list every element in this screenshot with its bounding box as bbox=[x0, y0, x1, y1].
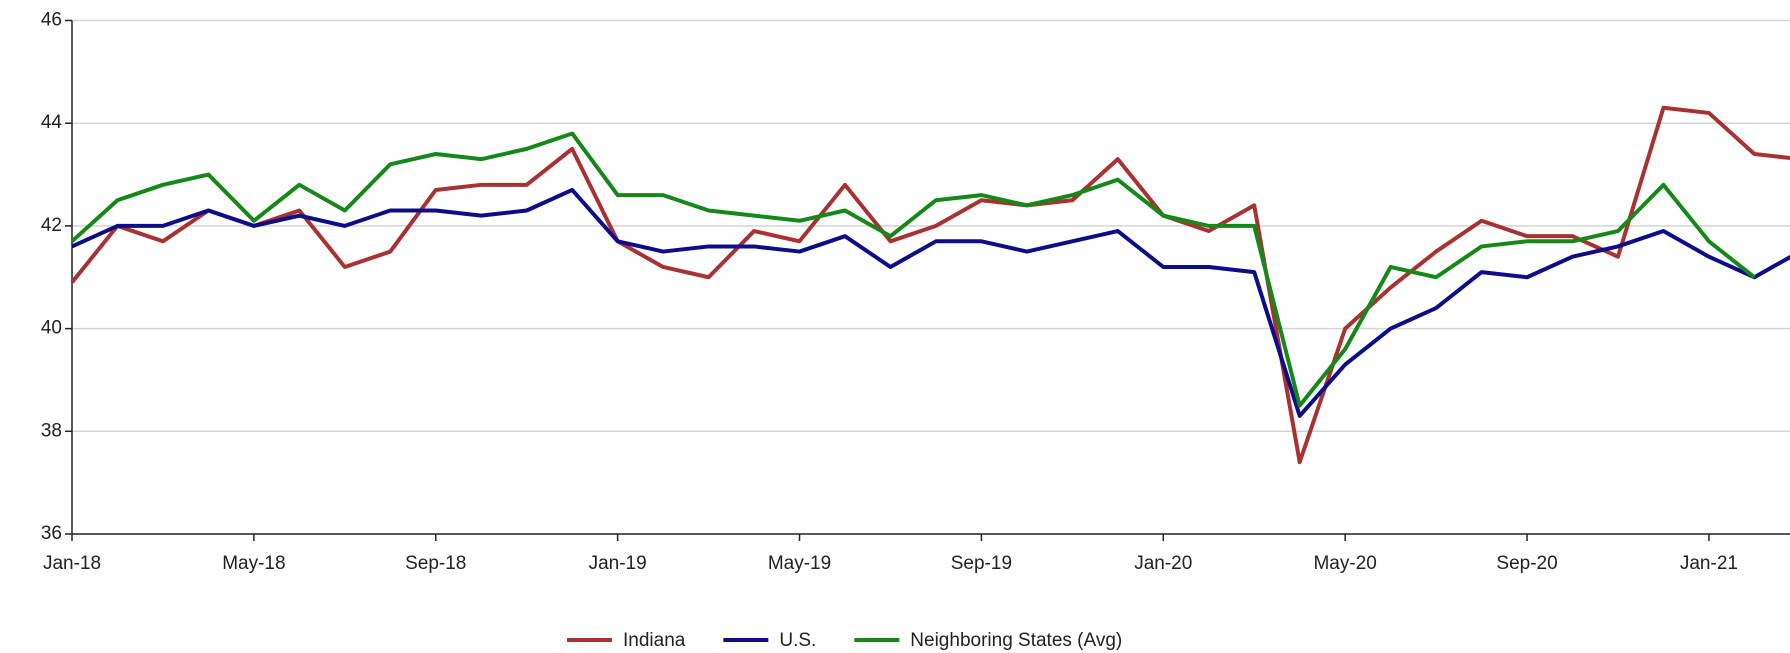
series-line bbox=[70, 105, 1790, 465]
legend-label: Indiana bbox=[623, 630, 686, 651]
legend-label: U.S. bbox=[779, 630, 816, 651]
x-tick-label: May-18 bbox=[222, 553, 285, 574]
x-tick-label: Sep-18 bbox=[405, 553, 466, 574]
series-line bbox=[71, 187, 1790, 418]
x-tick-label: Jan-20 bbox=[1134, 553, 1192, 574]
y-tick-label: 44 bbox=[41, 112, 63, 133]
x-tick-label: Jan-19 bbox=[589, 553, 647, 574]
x-tick-label: May-19 bbox=[768, 553, 831, 574]
y-tick-label: 40 bbox=[41, 318, 62, 339]
series-line bbox=[70, 131, 1756, 408]
x-tick-label: Sep-20 bbox=[1496, 553, 1557, 574]
x-tick-label: Jan-21 bbox=[1680, 553, 1738, 574]
x-tick-label: Sep-19 bbox=[951, 553, 1012, 574]
x-tick-label: Jan-18 bbox=[43, 553, 101, 574]
y-tick-label: 42 bbox=[41, 215, 62, 236]
x-tick-label: May-20 bbox=[1313, 553, 1376, 574]
y-tick-label: 38 bbox=[41, 420, 62, 441]
y-tick-label: 46 bbox=[41, 10, 62, 31]
legend-label: Neighboring States (Avg) bbox=[910, 630, 1122, 651]
y-tick-label: 36 bbox=[41, 523, 62, 544]
